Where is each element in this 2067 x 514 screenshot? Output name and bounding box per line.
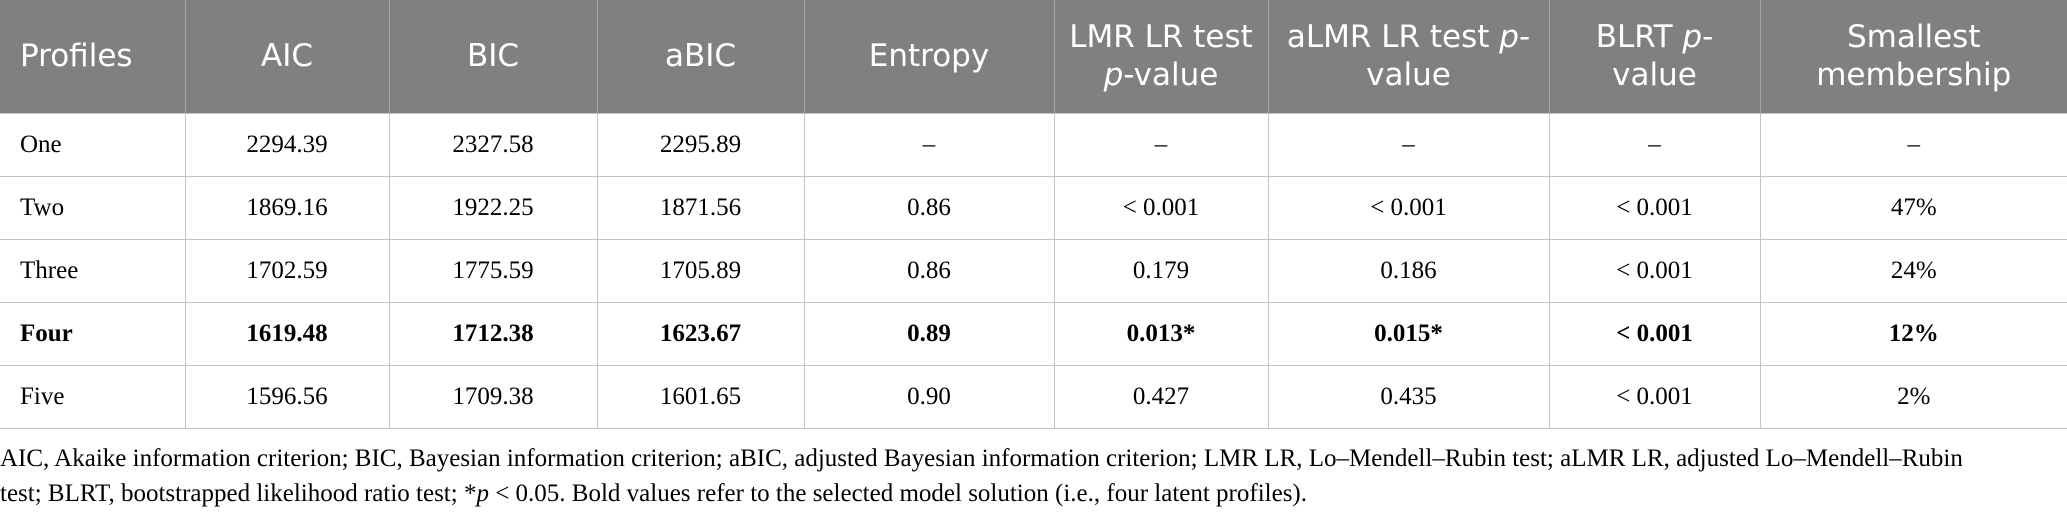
table-cell: 0.179 — [1053, 238, 1269, 303]
table-cell: 1775.59 — [388, 238, 598, 303]
table-cell: 2294.39 — [184, 112, 390, 177]
table-cell: 0.013* — [1053, 301, 1269, 366]
table-cell: – — [1267, 112, 1550, 177]
table-cell: 0.90 — [803, 364, 1055, 429]
table-cell: Five — [0, 364, 186, 429]
text-run: AIC, Akaike information criterion; BIC, … — [0, 444, 1963, 507]
table-row: One 2294.39 2327.58 2295.89– – – – – — [0, 112, 2067, 177]
table-cell: < 0.001 — [1548, 238, 1761, 303]
table-cell: – — [1759, 112, 2067, 177]
table-cell: 0.427 — [1053, 364, 1269, 429]
text-run: p — [1103, 57, 1124, 94]
table-cell: 1869.16 — [184, 175, 390, 240]
table-cell: 0.86 — [803, 238, 1055, 303]
table-cell: < 0.001 — [1548, 364, 1761, 429]
table-cell: 1601.65 — [596, 364, 805, 429]
table-cell: – — [1053, 112, 1269, 177]
column-header: Smallest membership — [1759, 0, 2067, 113]
text-run: Smallest membership — [1816, 19, 2012, 94]
column-header: aLMR LR test p-value — [1267, 0, 1549, 113]
text-run: aLMR LR test — [1286, 19, 1500, 56]
column-header: aBIC — [596, 0, 804, 113]
table-cell: 0.186 — [1267, 238, 1550, 303]
text-run: -value — [1123, 57, 1219, 94]
table-cell: 12% — [1759, 301, 2067, 366]
table-cell: 1922.25 — [388, 175, 598, 240]
table-cell: 0.86 — [803, 175, 1055, 240]
table-cell: – — [1548, 112, 1761, 177]
table-cell: 1705.89 — [596, 238, 805, 303]
table-cell: – — [803, 112, 1055, 177]
table-cell: < 0.001 — [1053, 175, 1269, 240]
table-cell: 2327.58 — [388, 112, 598, 177]
table-cell: 1702.59 — [184, 238, 390, 303]
text-run: -value — [1366, 19, 1531, 94]
text-run: p — [476, 479, 489, 507]
text-run: BLRT — [1595, 19, 1683, 56]
text-run: Entropy — [868, 38, 990, 75]
header-row: Profiles AIC BIC aBIC Entropy LMR LR test p-v… — [0, 0, 2067, 113]
column-header: AIC — [184, 0, 389, 113]
text-run: BIC — [466, 38, 520, 75]
table-cell: 1596.56 — [184, 364, 390, 429]
column-header: Profiles — [0, 0, 185, 113]
table-cell: 0.435 — [1267, 364, 1550, 429]
table-cell: 47% — [1759, 175, 2067, 240]
table-cell: < 0.001 — [1548, 301, 1761, 366]
table-row: Five 1596.56 1709.38 1601.65 0.90 0.427 0.435 <… — [0, 364, 2067, 429]
column-header: Entropy — [803, 0, 1054, 113]
table-cell: 24% — [1759, 238, 2067, 303]
column-header: BLRT p-value — [1548, 0, 1760, 113]
table-cell: 1619.48 — [184, 301, 390, 366]
results-table: Profiles AIC BIC aBIC Entropy LMR LR test p-v… — [0, 0, 2067, 429]
table-row: Four 1619.48 1712.38 1623.67 0.89 0.013* 0.015… — [0, 301, 2067, 366]
column-header: BIC — [388, 0, 597, 113]
text-run: aBIC — [664, 38, 737, 75]
table-note: AIC, Akaike information criterion; BIC, … — [0, 429, 2010, 511]
table-row: Two 1869.16 1922.25 1871.56 0.86 < 0.001 < 0.0… — [0, 175, 2067, 240]
table-cell: Three — [0, 238, 186, 303]
table-cell: 2% — [1759, 364, 2067, 429]
table-cell: 1623.67 — [596, 301, 805, 366]
column-header: LMR LR test p-value — [1053, 0, 1268, 113]
table-cell: One — [0, 112, 186, 177]
text-run: p — [1499, 19, 1519, 56]
text-run: -value — [1612, 19, 1714, 94]
table-cell: 1871.56 — [596, 175, 805, 240]
table-cell: < 0.001 — [1267, 175, 1550, 240]
table-cell: Two — [0, 175, 186, 240]
table-row: Three 1702.59 1775.59 1705.89 0.86 0.179 0.186… — [0, 238, 2067, 303]
text-run: AIC — [261, 38, 313, 75]
table-cell: 2295.89 — [596, 112, 805, 177]
table-cell: Four — [0, 301, 186, 366]
table-cell: 1709.38 — [388, 364, 598, 429]
text-run: p — [1682, 19, 1703, 56]
text-run: LMR LR test — [1069, 19, 1253, 56]
text-run: Profiles — [20, 38, 133, 75]
table-cell: < 0.001 — [1548, 175, 1761, 240]
table-cell: 0.015* — [1267, 301, 1550, 366]
table-body: One 2294.39 2327.58 2295.89– – – – – Two 1869.16 1… — [0, 112, 2067, 429]
table-cell: 0.89 — [803, 301, 1055, 366]
table-cell: 1712.38 — [388, 301, 598, 366]
text-run: < 0.05. Bold values refer to the selecte… — [488, 479, 1307, 507]
